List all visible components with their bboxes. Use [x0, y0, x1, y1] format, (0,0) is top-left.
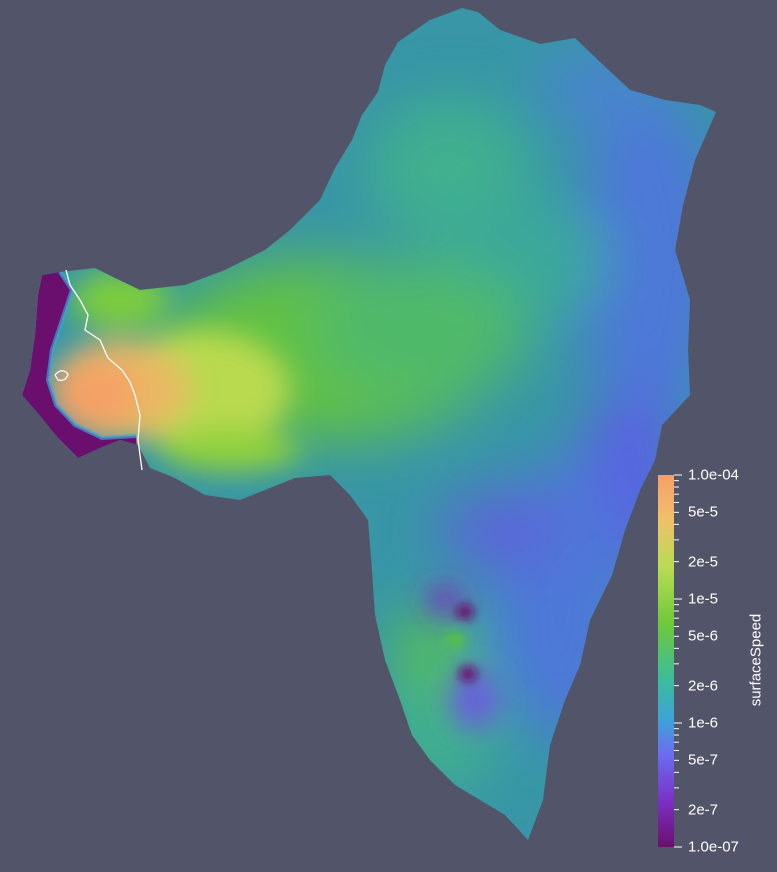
color-legend-bar: [658, 475, 674, 847]
contour-line: [65, 269, 143, 471]
color-legend-label: 5e-5: [688, 503, 719, 521]
color-legend-label: 5e-7: [688, 751, 719, 769]
color-legend-label: 2e-5: [688, 553, 719, 571]
color-legend: [658, 474, 682, 848]
contour-loop: [54, 370, 69, 381]
color-legend-label: 1e-5: [688, 590, 719, 608]
color-legend-label: 5e-6: [688, 627, 719, 645]
color-legend-label: 1.0e-04: [688, 466, 739, 484]
color-legend-ticks: [674, 474, 682, 848]
color-legend-title: surfaceSpeed: [747, 613, 765, 707]
color-legend-label: 1e-6: [688, 714, 719, 732]
color-legend-label: 2e-7: [688, 801, 719, 819]
color-legend-label: 2e-6: [688, 677, 719, 695]
color-legend-label: 1.0e-07: [688, 838, 739, 856]
